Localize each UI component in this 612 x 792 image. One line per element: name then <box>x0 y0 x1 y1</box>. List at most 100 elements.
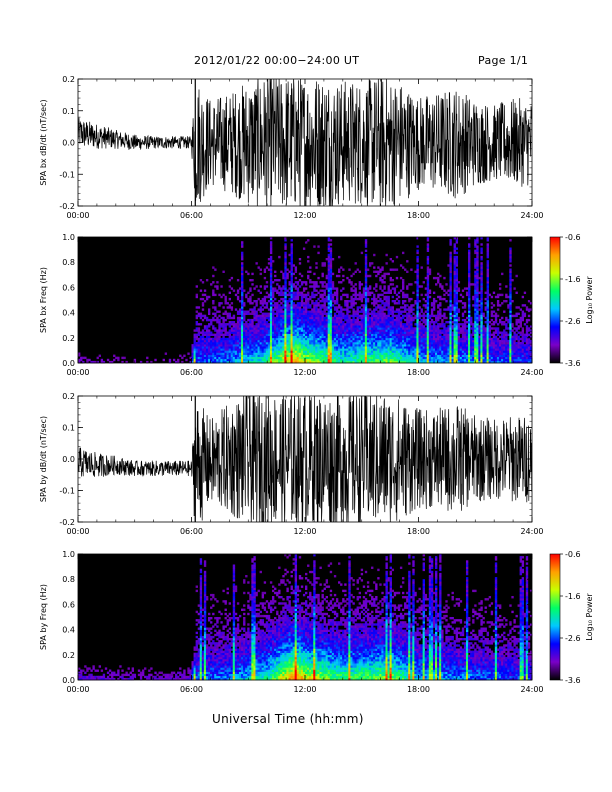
spectrogram-cell <box>241 342 244 345</box>
spectrogram-cell <box>348 331 351 334</box>
spectrogram-cell <box>352 323 355 326</box>
spectrogram-cell <box>408 297 411 301</box>
spectrogram-cell <box>494 354 498 357</box>
spectrogram-cell <box>383 306 386 309</box>
spectrogram-cell <box>214 306 217 309</box>
spectrogram-cell <box>292 293 295 297</box>
spectrogram-cell <box>255 304 258 307</box>
spectrogram-cell <box>205 342 209 345</box>
spectrogram-cell <box>490 333 494 336</box>
spectrogram-cell <box>457 337 461 341</box>
spectrogram-cell <box>329 333 333 336</box>
spectrogram-cell <box>222 323 225 326</box>
spectrogram-cell <box>309 310 312 313</box>
spectrogram-cell <box>377 314 380 318</box>
spectrogram-cell <box>311 302 314 305</box>
spectrogram-cell <box>492 327 496 330</box>
spectrogram-cell <box>401 356 405 360</box>
spectrogram-cell <box>265 295 269 299</box>
spectrogram-cell <box>278 306 281 309</box>
spectrogram-cell <box>397 358 401 362</box>
spectrogram-cell <box>352 302 355 305</box>
spectrogram-cell <box>480 360 483 364</box>
spectrogram-cell <box>498 356 502 360</box>
spectrogram-cell <box>298 304 302 307</box>
spectrogram-cell <box>259 291 262 294</box>
spectrogram-cell <box>267 360 271 364</box>
spectrogram-cell <box>193 356 196 360</box>
spectrogram-cell <box>476 270 479 273</box>
spectrogram-cell <box>340 331 343 334</box>
spectrogram-cell <box>364 342 368 345</box>
spectrogram-cell <box>232 323 236 326</box>
spectrogram-cell <box>404 323 407 326</box>
spectrogram-cell <box>389 342 392 345</box>
spectrogram-cell <box>397 295 401 299</box>
spectrogram-cell <box>302 314 306 318</box>
spectrogram-cell <box>241 266 244 269</box>
spectrogram-cell <box>377 329 380 332</box>
spectrogram-cell <box>327 276 331 280</box>
spectrogram-cell <box>356 306 359 309</box>
spectrogram-cell <box>430 348 434 351</box>
spectrogram-cell <box>399 329 403 332</box>
spectrogram-cell <box>212 306 215 309</box>
spectrogram-cell <box>238 323 242 326</box>
spectrogram-cell <box>241 241 244 244</box>
spectrogram-cell <box>373 314 376 318</box>
spectrogram-cell <box>366 274 370 278</box>
spectrogram-cell <box>457 327 461 330</box>
spectrogram-cell <box>404 348 407 351</box>
spectrogram-cell <box>284 237 287 240</box>
spectrogram-cell <box>488 339 492 343</box>
spectrogram-cell <box>220 295 223 299</box>
spectrogram-cell <box>222 348 225 351</box>
page-indicator: Page 1/1 <box>478 54 529 67</box>
spectrogram-cell <box>399 321 403 324</box>
spectrogram-cell <box>418 354 421 357</box>
spectrogram-cell <box>381 350 384 353</box>
spectrogram-cell <box>449 339 452 343</box>
spectrogram-cell <box>214 342 217 345</box>
spectrogram-cell <box>255 335 258 339</box>
spectrogram-cell <box>468 264 471 267</box>
spectrogram-cell <box>276 335 279 339</box>
spectrogram-cell <box>428 289 432 292</box>
spectrogram-cell <box>307 346 310 349</box>
spectrogram-cell <box>282 310 285 313</box>
spectrogram-cell <box>418 335 421 339</box>
spectrogram-cell <box>251 279 254 282</box>
spectrogram-cell <box>410 318 413 322</box>
spectrogram-cell <box>399 350 403 353</box>
spectrogram-cell <box>470 321 473 324</box>
spectrogram-cell <box>476 346 479 349</box>
spectrogram-cell <box>342 335 345 339</box>
spectrogram-cell <box>494 314 498 318</box>
spectrogram-cell <box>257 344 260 347</box>
spectrogram-cell <box>263 323 267 326</box>
spectrogram-cell <box>325 274 328 278</box>
spectrogram-cell <box>286 342 289 345</box>
spectrogram-cell <box>280 360 283 364</box>
spectrogram-cell <box>210 358 213 362</box>
spectrogram-cell <box>356 335 359 339</box>
spectrogram-cell <box>373 270 376 273</box>
spectrogram-cell <box>300 335 304 339</box>
spectrogram-cell <box>356 356 359 360</box>
spectrogram-cell <box>271 312 275 315</box>
spectrogram-cell <box>401 302 405 305</box>
spectrogram-cell <box>416 354 419 357</box>
spectrogram-cell <box>333 308 337 311</box>
spectrogram-cell <box>323 262 326 265</box>
spectrogram-cell <box>241 285 244 288</box>
spectrogram-cell <box>311 346 314 349</box>
spectrogram-cell <box>329 283 333 286</box>
spectrogram-cell <box>366 268 370 271</box>
spectrogram-cell <box>366 354 370 357</box>
spectrogram-cell <box>412 352 415 355</box>
spectrogram-cell <box>362 314 366 318</box>
spectrogram-cell <box>205 344 209 347</box>
spectrogram-cell <box>261 302 265 305</box>
spectrogram-cell <box>424 327 428 330</box>
spectrogram-cell <box>296 360 300 364</box>
